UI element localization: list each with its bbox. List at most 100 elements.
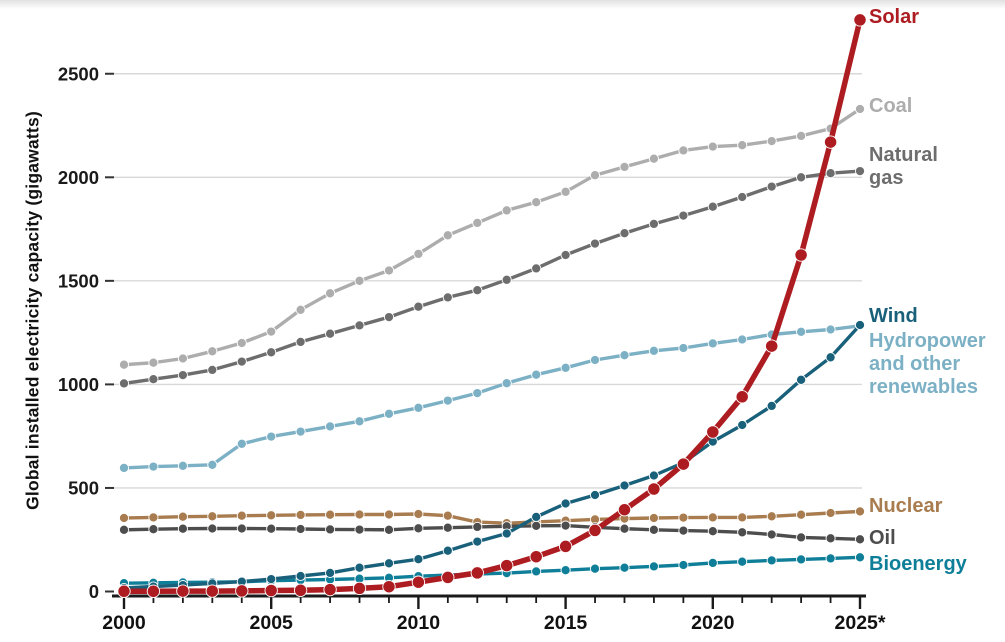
data-point	[737, 512, 748, 523]
data-point	[796, 374, 807, 385]
data-point	[589, 489, 601, 501]
data-point	[118, 359, 130, 370]
data-point	[323, 582, 337, 597]
data-point	[354, 509, 365, 520]
y-tick-label: 1500	[58, 270, 99, 291]
series-nuclear	[118, 506, 866, 529]
series-label-line: Natural	[869, 144, 938, 166]
data-point	[589, 238, 601, 249]
data-point	[589, 170, 601, 181]
data-point	[678, 559, 689, 571]
data-point	[707, 201, 718, 212]
data-point	[854, 506, 866, 517]
data-point	[442, 510, 453, 521]
data-point	[766, 511, 777, 522]
x-tick-label: 2015	[544, 612, 588, 634]
data-point	[354, 416, 365, 427]
data-point	[500, 558, 514, 573]
data-point	[413, 523, 424, 534]
data-point	[825, 168, 836, 179]
data-point	[678, 512, 689, 523]
series-line	[123, 324, 861, 470]
data-point	[617, 503, 632, 517]
y-tick-label: 1000	[58, 374, 99, 395]
series-label-oil: Oil	[869, 527, 896, 550]
data-point	[177, 523, 188, 534]
data-point	[796, 130, 807, 141]
data-point	[293, 583, 308, 597]
series-label-hydropower: Hydropower and other renewables	[869, 330, 986, 399]
data-point	[442, 292, 453, 303]
x-tick-label: 2010	[397, 612, 441, 634]
data-point	[619, 161, 630, 172]
data-point	[560, 565, 571, 576]
data-point	[264, 583, 278, 598]
data-point	[207, 364, 218, 375]
data-point	[825, 507, 836, 519]
data-point	[325, 421, 336, 432]
data-point	[560, 362, 571, 373]
data-point	[796, 554, 807, 565]
data-point	[118, 512, 130, 524]
data-point	[707, 512, 718, 523]
series-label-solar: Solar	[869, 6, 919, 29]
data-point	[442, 230, 453, 241]
data-point	[177, 460, 188, 471]
series-oil	[118, 520, 866, 545]
data-point	[266, 574, 277, 585]
data-point	[442, 395, 453, 406]
data-point	[825, 553, 836, 564]
data-point	[589, 563, 601, 574]
series-label-line: Coal	[869, 95, 913, 117]
data-point	[148, 461, 159, 472]
data-point	[325, 567, 336, 578]
data-point	[266, 326, 277, 337]
data-point	[383, 524, 395, 535]
data-point	[648, 345, 659, 356]
data-point	[472, 521, 483, 532]
data-point	[383, 265, 395, 276]
data-point	[177, 353, 188, 364]
data-point	[207, 511, 218, 522]
data-point	[470, 566, 484, 580]
series-line	[124, 19, 863, 595]
data-point	[560, 520, 571, 531]
data-point	[266, 431, 277, 442]
series-label-line: Nuclear	[869, 495, 943, 517]
data-point	[266, 510, 277, 521]
data-point	[413, 402, 424, 413]
data-point	[854, 319, 866, 331]
data-point	[413, 248, 424, 259]
data-point	[854, 534, 866, 545]
data-point	[737, 191, 748, 203]
data-point	[531, 263, 542, 274]
data-point	[354, 562, 365, 573]
data-point	[501, 205, 512, 216]
data-point	[472, 217, 483, 228]
data-point	[501, 274, 512, 285]
data-point	[737, 556, 748, 567]
data-point	[413, 301, 424, 312]
data-point	[236, 438, 247, 449]
series-coal	[118, 103, 866, 370]
data-point	[146, 584, 161, 598]
data-point	[558, 539, 573, 554]
data-point	[266, 523, 277, 534]
data-point	[295, 523, 306, 535]
data-point	[619, 480, 630, 491]
data-point	[472, 285, 483, 296]
data-point	[737, 527, 748, 538]
data-point	[766, 136, 777, 147]
data-point	[352, 581, 367, 596]
x-tick-label: 2020	[691, 612, 735, 634]
data-point	[325, 509, 336, 520]
data-point	[148, 374, 159, 385]
data-point	[648, 524, 659, 535]
data-point	[823, 135, 838, 149]
series-label-line: Wind	[869, 305, 918, 327]
data-point	[825, 324, 836, 335]
data-point	[707, 526, 718, 537]
data-point	[118, 378, 130, 389]
data-point	[737, 140, 748, 151]
